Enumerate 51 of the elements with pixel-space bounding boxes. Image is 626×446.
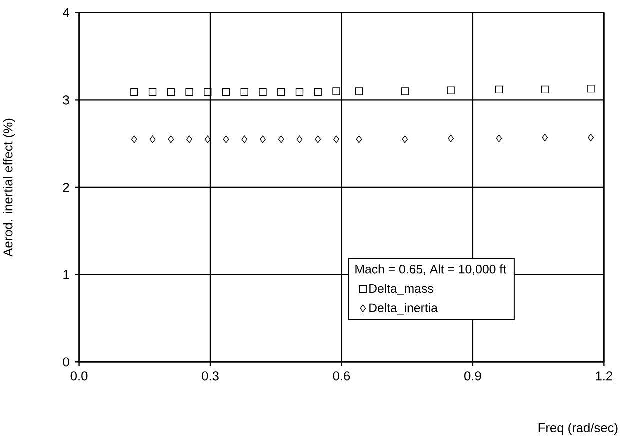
y-axis-title: Aerod. inertial effect (%) bbox=[3, 118, 16, 257]
point bbox=[588, 134, 594, 142]
point bbox=[296, 135, 303, 144]
point bbox=[148, 88, 157, 96]
point bbox=[496, 134, 502, 142]
x-tick-label: 0.9 bbox=[464, 371, 482, 380]
point bbox=[186, 135, 192, 144]
point bbox=[259, 88, 267, 96]
point bbox=[334, 135, 340, 144]
point bbox=[150, 135, 156, 144]
point bbox=[495, 86, 504, 94]
point bbox=[167, 88, 175, 96]
x-axis-title: Freq (rad/sec) bbox=[538, 422, 618, 435]
point bbox=[278, 135, 284, 144]
point bbox=[296, 88, 304, 96]
point bbox=[240, 88, 248, 96]
point bbox=[356, 135, 362, 144]
point bbox=[542, 134, 548, 142]
point bbox=[447, 86, 455, 94]
point bbox=[332, 87, 340, 96]
point bbox=[131, 135, 138, 144]
point bbox=[402, 135, 408, 144]
point bbox=[168, 135, 174, 144]
y-tick-label: 4 bbox=[62, 8, 70, 18]
point bbox=[223, 135, 230, 144]
point bbox=[315, 135, 322, 144]
y-tick-label: 0 bbox=[63, 357, 70, 366]
point bbox=[314, 88, 322, 96]
point bbox=[204, 88, 212, 96]
x-tick-label: 0.3 bbox=[202, 371, 219, 380]
point bbox=[401, 87, 409, 96]
y-tick-label: 3 bbox=[63, 95, 70, 105]
legend-label: Delta_mass bbox=[370, 284, 434, 296]
point bbox=[587, 84, 595, 92]
x-tick-label: 1.2 bbox=[596, 371, 612, 380]
point bbox=[278, 88, 286, 96]
x-tick-label: 0.0 bbox=[70, 371, 88, 380]
point bbox=[130, 88, 138, 96]
point bbox=[242, 135, 248, 144]
x-tick-label: 0.6 bbox=[333, 371, 350, 380]
point bbox=[448, 134, 454, 142]
legend-title: Mach = 0.65, Alt = 10,000 ft bbox=[356, 264, 506, 275]
point bbox=[260, 135, 266, 144]
point bbox=[355, 87, 364, 96]
y-tick-label: 1 bbox=[64, 270, 70, 280]
y-tick-label: 2 bbox=[63, 182, 70, 192]
point bbox=[204, 135, 211, 144]
point bbox=[541, 86, 549, 94]
point bbox=[222, 88, 230, 96]
legend-label: Delta_inertia bbox=[370, 303, 438, 315]
point bbox=[186, 88, 194, 96]
